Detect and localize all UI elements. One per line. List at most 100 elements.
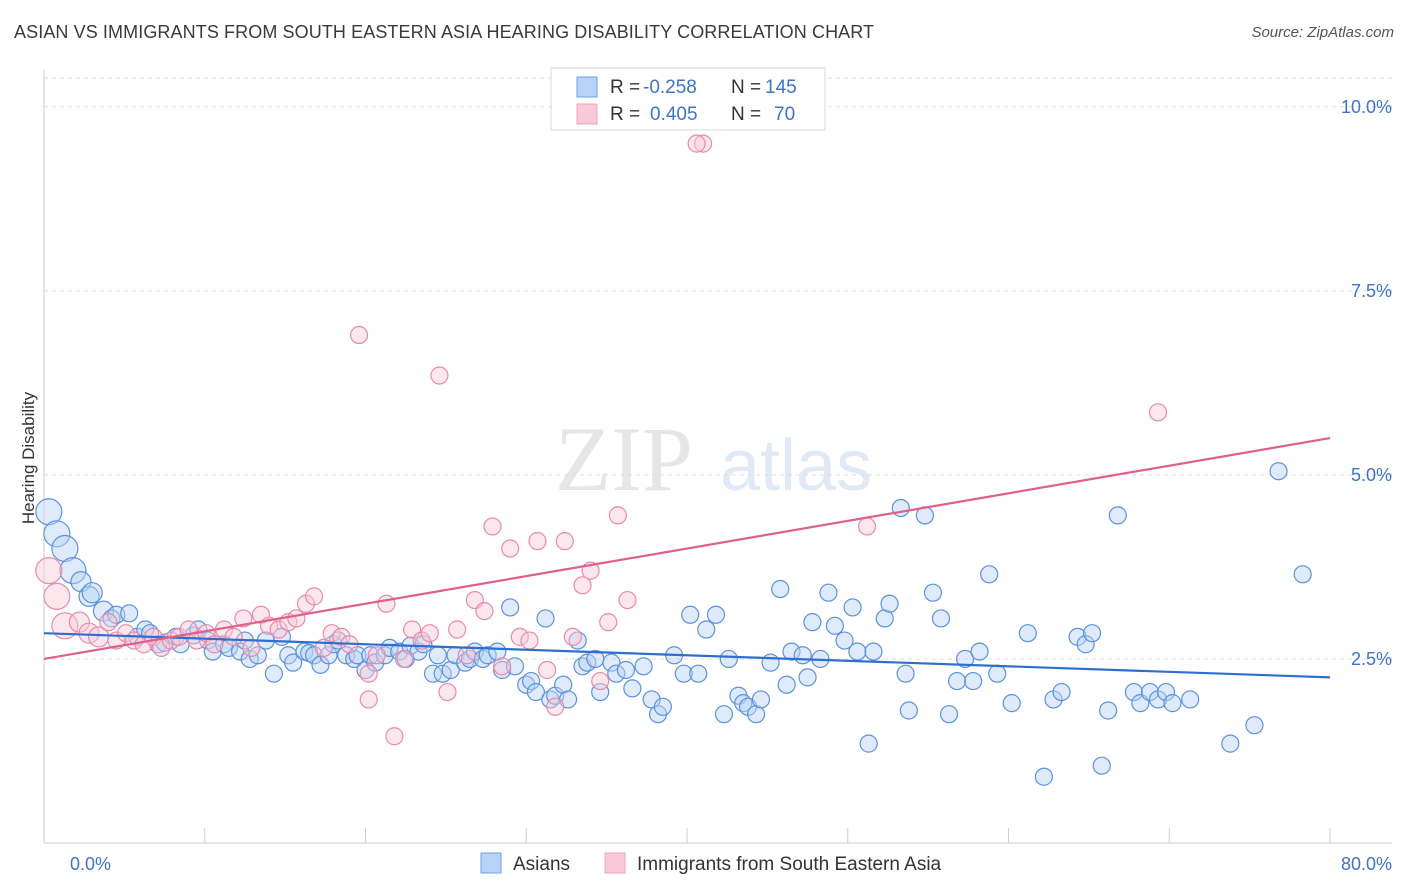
immigrants-point [377, 594, 396, 613]
y-axis-title: Hearing Disability [19, 391, 38, 524]
immigrants-point [35, 557, 63, 585]
page-title: ASIAN VS IMMIGRANTS FROM SOUTH EASTERN A… [14, 22, 875, 42]
immigrants-point [483, 517, 502, 536]
stats-r-value-2: 0.405 [650, 104, 698, 125]
asians-point [706, 605, 726, 624]
asians-point [623, 679, 642, 698]
asians-point [864, 642, 883, 661]
asians-point [761, 653, 780, 672]
asians-point [947, 671, 967, 691]
asians-point [931, 609, 951, 628]
immigrants-point [1148, 403, 1168, 422]
source-label: Source: ZipAtlas.com [1251, 24, 1394, 41]
y-tick-label: 7.5% [1351, 281, 1392, 301]
stats-r-value-1: -0.258 [643, 77, 697, 98]
asians-point [899, 701, 918, 720]
asians-point [955, 649, 975, 669]
asians-trend-line [43, 632, 1331, 679]
legend-label-asians: Asians [513, 854, 570, 875]
immigrants-point [457, 646, 476, 665]
asians-point [441, 660, 460, 680]
asians-point [1156, 682, 1176, 702]
asians-point [880, 594, 899, 613]
asians-point [1002, 694, 1021, 713]
asians-point [78, 585, 100, 607]
asians-point [896, 664, 915, 683]
stats-r-label-1: R = [610, 77, 640, 98]
asians-point [747, 705, 766, 724]
immigrants-point [501, 539, 520, 558]
immigrants-point [528, 532, 547, 551]
asians-point [43, 520, 71, 548]
asians-point [284, 653, 303, 672]
stats-legend-swatch-pink [576, 103, 598, 125]
asians-point [634, 657, 653, 676]
asians-point [478, 646, 497, 665]
asians-point [59, 557, 87, 585]
grid-lines [44, 77, 1392, 660]
asians-point [825, 616, 844, 635]
asians-point [248, 646, 267, 665]
asians-point [681, 605, 700, 624]
asians-point [1269, 462, 1288, 481]
immigrants-point [591, 671, 610, 691]
trend-lines [43, 437, 1331, 679]
stats-legend-swatch-blue [576, 76, 598, 98]
asians-point [1018, 624, 1037, 643]
asians-point [875, 609, 894, 628]
bottom-legend: Asians Immigrants from South Eastern Asi… [480, 852, 942, 875]
immigrants-point [349, 325, 369, 345]
asians-point [505, 657, 525, 676]
immigrants-point [287, 609, 306, 628]
immigrants-point [493, 657, 512, 676]
immigrants-point [475, 601, 494, 621]
asians-point [1124, 682, 1143, 702]
immigrants-point [857, 517, 877, 536]
asians-point [51, 534, 79, 563]
asians-point [771, 579, 790, 599]
immigrants-point [546, 697, 565, 716]
axes [43, 70, 1392, 844]
x-tick-label-min: 0.0% [70, 854, 111, 874]
immigrants-point [687, 134, 706, 153]
legend-swatch-immigrants [604, 852, 626, 874]
asians-point [264, 664, 283, 683]
asians-point [923, 583, 943, 602]
asians-point [803, 613, 822, 632]
asians-point [521, 671, 541, 691]
asians-point [835, 631, 854, 650]
immigrants-point [394, 649, 414, 669]
asians-point [1163, 694, 1182, 713]
stats-r-label-2: R = [610, 104, 640, 125]
asians-point [607, 664, 626, 683]
immigrants-point [438, 682, 457, 702]
immigrants-point [234, 609, 253, 628]
watermark-atlas: atlas [720, 426, 872, 506]
asians-point [843, 598, 862, 617]
asians-point [1052, 682, 1071, 702]
immigrants-point [224, 627, 243, 646]
immigrants-point [555, 532, 574, 551]
y-tick-labels: 2.5% 5.0% 7.5% 10.0% [1341, 97, 1392, 669]
watermark: ZIP atlas [555, 408, 872, 510]
asians-point [1099, 701, 1118, 720]
immigrants-point [599, 613, 618, 632]
immigrants-point [359, 664, 378, 683]
y-tick-label: 2.5% [1351, 649, 1392, 669]
stats-n-value-2: 70 [774, 104, 795, 125]
immigrants-point [304, 587, 324, 606]
stats-legend: R = -0.258 N = 145 R = 0.405 N = 70 [550, 67, 826, 131]
asians-point [526, 682, 545, 702]
asians-point [964, 671, 983, 691]
asians-point [1034, 767, 1053, 786]
asians-point [536, 609, 555, 628]
asians-point [423, 664, 443, 683]
asians-point [1181, 690, 1200, 709]
asians-point [653, 697, 672, 716]
asians-point [1245, 716, 1264, 735]
asians-point [970, 642, 989, 661]
asians-point [1076, 635, 1095, 654]
immigrants-point [99, 613, 118, 632]
immigrants-point [367, 646, 386, 665]
asians-point [751, 690, 771, 709]
